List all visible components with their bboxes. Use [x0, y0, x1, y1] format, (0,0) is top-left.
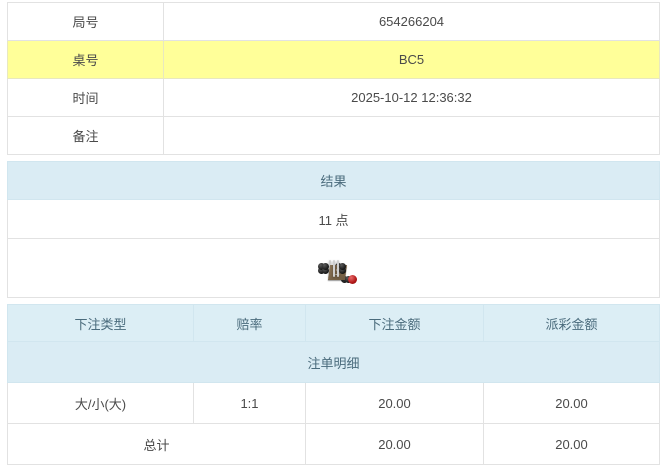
- bet-cell-payout: 20.00: [483, 382, 660, 424]
- die-pip: [321, 266, 329, 274]
- die-wrap-1: 1: [317, 259, 348, 283]
- bet-cell-bet-type: 大/小(大): [7, 382, 194, 424]
- info-value-time: 2025-10-12 12:36:32: [163, 78, 660, 117]
- info-label-time: 时间: [7, 78, 164, 117]
- result-points-row: 11 点: [7, 199, 660, 239]
- info-row-round-number: 局号 654266204: [7, 2, 660, 41]
- result-dice-row: 1: [7, 238, 660, 298]
- die-pip: [338, 262, 346, 270]
- info-row-remark: 备注: [7, 116, 660, 155]
- table-row: 大/小(大) 1:1 20.00 20.00: [7, 382, 660, 424]
- bet-total-stake: 20.00: [305, 423, 484, 465]
- bet-cell-odds: 1:1: [193, 382, 306, 424]
- bet-header-label: 注单明细: [7, 341, 660, 383]
- info-label-table-number: 桌号: [7, 40, 164, 79]
- die-pip-red: [347, 274, 357, 284]
- bet-col-stake: 下注金额: [305, 304, 484, 342]
- die-face-5: [321, 259, 352, 283]
- bet-cell-stake: 20.00: [305, 382, 484, 424]
- info-label-round-number: 局号: [7, 2, 164, 41]
- info-value-remark: [163, 116, 660, 155]
- bet-total-payout: 20.00: [483, 423, 660, 465]
- die-face-1: [336, 259, 357, 284]
- info-label-remark: 备注: [7, 116, 164, 155]
- bet-header-row: 注单明细: [7, 341, 660, 383]
- bet-total-row: 总计 20.00 20.00: [7, 423, 660, 465]
- result-dice-cell: 1: [7, 238, 660, 298]
- info-value-table-number: BC5: [163, 40, 660, 79]
- die-pip: [321, 262, 329, 270]
- round-info-table: 局号 654266204 桌号 BC5 时间 2025-10-12 12:36:…: [7, 2, 660, 155]
- die-pip: [317, 262, 325, 270]
- bet-detail-table: 注单明细 下注类型 赔率 下注金额 派彩金额 大/小(大) 1:1 20.00 …: [7, 304, 660, 465]
- result-points-value: 11 点: [7, 199, 660, 239]
- result-header-row: 结果: [7, 161, 660, 200]
- info-row-time: 时间 2025-10-12 12:36:32: [7, 78, 660, 117]
- result-table: 结果 11 点: [7, 161, 660, 298]
- bet-total-label: 总计: [7, 423, 306, 465]
- die-pip: [317, 266, 325, 274]
- die-wrap-2: [321, 259, 352, 283]
- die-wrap-3: [336, 259, 357, 284]
- bet-col-bet-type: 下注类型: [7, 304, 194, 342]
- info-row-table-number: 桌号 BC5: [7, 40, 660, 79]
- info-value-round-number: 654266204: [163, 2, 660, 41]
- die-pip: [338, 266, 346, 274]
- dice-group: 1: [8, 259, 659, 284]
- result-header-label: 结果: [7, 161, 660, 200]
- bet-column-header-row: 下注类型 赔率 下注金额 派彩金额: [7, 304, 660, 342]
- bet-col-odds: 赔率: [193, 304, 306, 342]
- bet-col-payout: 派彩金额: [483, 304, 660, 342]
